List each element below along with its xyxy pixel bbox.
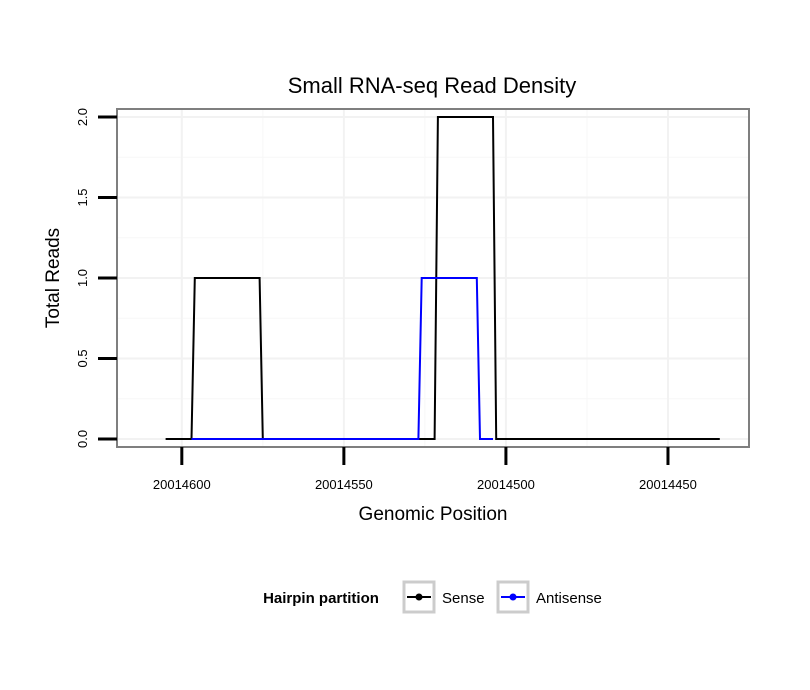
x-tick-label: 20014500	[477, 477, 535, 492]
x-tick-label: 20014550	[315, 477, 373, 492]
legend-key-point	[415, 593, 423, 601]
legend-key-box	[496, 580, 530, 614]
y-tick-label: 1.0	[75, 269, 90, 287]
x-axis: 20014600 20014550 20014500 20014450	[153, 447, 697, 492]
y-axis-title: Total Reads	[43, 228, 64, 328]
y-tick-label: 0.5	[75, 349, 90, 367]
y-tick-label: 0.0	[75, 430, 90, 448]
y-axis: 0.0 0.5 1.0 1.5 2.0	[75, 108, 117, 448]
series-layer	[165, 116, 720, 440]
x-tick-label: 20014600	[153, 477, 211, 492]
legend-label-antisense: Antisense	[536, 590, 602, 607]
series-line-antisense	[191, 277, 493, 440]
grid-major	[117, 109, 749, 447]
y-tick-label: 1.5	[75, 188, 90, 206]
y-tick-label: 2.0	[75, 108, 90, 126]
legend-key-point	[509, 593, 517, 601]
x-axis-title: Genomic Position	[359, 504, 508, 525]
chart-title: Small RNA-seq Read Density	[288, 73, 577, 98]
x-tick-label: 20014450	[639, 477, 697, 492]
legend-label-sense: Sense	[442, 590, 485, 607]
legend: Hairpin partition Sense Antisense	[263, 580, 602, 614]
legend-title: Hairpin partition	[263, 590, 379, 607]
